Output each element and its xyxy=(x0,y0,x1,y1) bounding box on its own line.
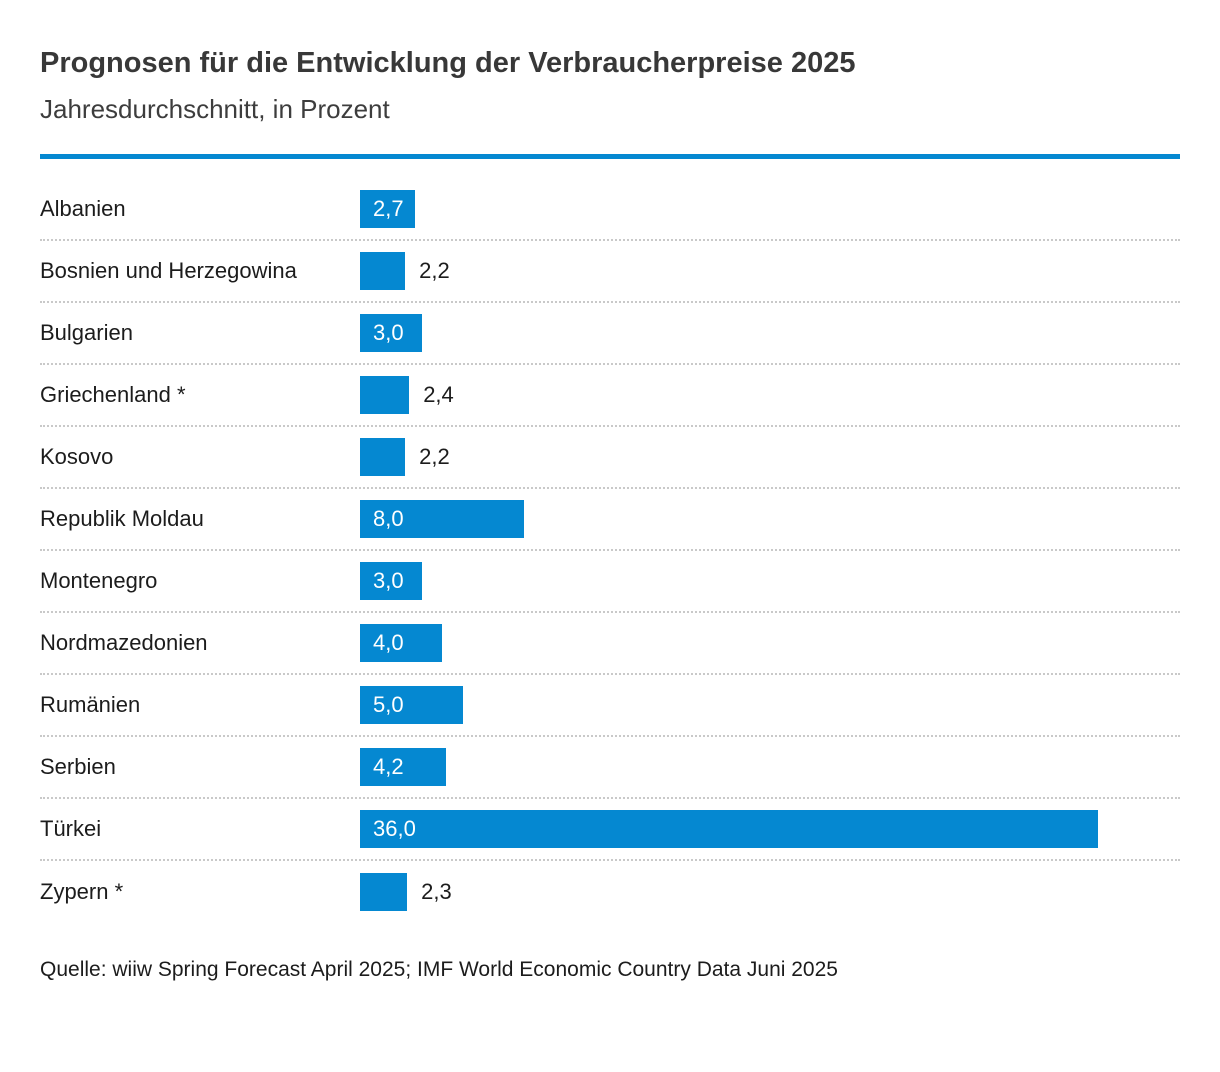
country-label: Bulgarien xyxy=(40,320,133,345)
value-label: 2,2 xyxy=(419,444,450,469)
bar-track: 4,0 xyxy=(360,624,1180,662)
value-label: 3,0 xyxy=(373,320,404,345)
value-label: 2,3 xyxy=(421,879,452,904)
country-label: Bosnien und Herzegowina xyxy=(40,258,297,283)
value-bar xyxy=(360,500,524,538)
bar-track: 2,7 xyxy=(360,190,1180,228)
country-label: Rumänien xyxy=(40,692,141,717)
chart-row: Nordmazedonien 4,0 xyxy=(40,613,1180,675)
country-label: Kosovo xyxy=(40,444,114,469)
bar-track: 3,0 xyxy=(360,314,1180,352)
value-label: 8,0 xyxy=(373,506,404,531)
value-label: 4,2 xyxy=(373,754,404,779)
bar-track: 8,0 xyxy=(360,500,1180,538)
chart-subtitle: Jahresdurchschnitt, in Prozent xyxy=(40,94,390,124)
country-label: Albanien xyxy=(40,196,126,221)
value-label: 2,2 xyxy=(419,258,450,283)
value-bar xyxy=(360,314,422,352)
horizontal-bar-chart: Albanien 2,7 Bosnien und Herzegowina 2,2 Bul… xyxy=(40,159,1180,923)
country-label: Türkei xyxy=(40,816,102,841)
chart-row: Zypern * 2,3 xyxy=(40,861,1180,923)
country-label: Republik Moldau xyxy=(40,506,204,531)
chart-row: Griechenland * 2,4 xyxy=(40,365,1180,427)
value-label: 36,0 xyxy=(373,816,416,841)
chart-row: Montenegro 3,0 xyxy=(40,551,1180,613)
value-bar xyxy=(360,376,410,414)
bar-track: 2,4 xyxy=(360,376,1180,414)
country-label: Serbien xyxy=(40,754,116,779)
title-divider-rule xyxy=(40,154,1180,159)
chart-row: Bosnien und Herzegowina 2,2 xyxy=(40,241,1180,303)
bar-track: 36,0 xyxy=(360,810,1180,848)
country-label: Nordmazedonien xyxy=(40,630,208,655)
chart-row: Albanien 2,7 xyxy=(40,179,1180,241)
country-label: Griechenland * xyxy=(40,382,186,407)
bar-track: 5,0 xyxy=(360,686,1180,724)
chart-title: Prognosen für die Entwicklung der Verbra… xyxy=(40,47,856,79)
chart-row: Rumänien 5,0 xyxy=(40,675,1180,737)
value-bar xyxy=(360,748,447,786)
value-bar xyxy=(360,686,463,724)
value-bar xyxy=(360,190,416,228)
value-bar xyxy=(360,252,406,290)
value-label: 2,4 xyxy=(423,382,454,407)
value-bar xyxy=(360,873,408,911)
bar-track: 2,2 xyxy=(360,438,1180,476)
chart-row: Türkei 36,0 xyxy=(40,799,1180,861)
value-label: 4,0 xyxy=(373,630,404,655)
bar-track: 2,2 xyxy=(360,252,1180,290)
infographic-page: Prognosen für die Entwicklung der Verbra… xyxy=(0,46,1220,983)
value-bar xyxy=(360,810,1098,848)
chart-row: Bulgarien 3,0 xyxy=(40,303,1180,365)
country-label: Zypern * xyxy=(40,879,124,904)
source-note: Quelle: wiiw Spring Forecast April 2025;… xyxy=(40,958,838,981)
bar-track: 2,3 xyxy=(360,873,1180,911)
value-bar xyxy=(360,624,442,662)
chart-row: Serbien 4,2 xyxy=(40,737,1180,799)
value-label: 3,0 xyxy=(373,568,404,593)
value-label: 2,7 xyxy=(373,196,404,221)
chart-row: Republik Moldau 8,0 xyxy=(40,489,1180,551)
bar-track: 3,0 xyxy=(360,562,1180,600)
value-bar xyxy=(360,562,422,600)
country-label: Montenegro xyxy=(40,568,158,593)
bar-track: 4,2 xyxy=(360,748,1180,786)
value-bar xyxy=(360,438,406,476)
value-label: 5,0 xyxy=(373,692,404,717)
chart-row: Kosovo 2,2 xyxy=(40,427,1180,489)
